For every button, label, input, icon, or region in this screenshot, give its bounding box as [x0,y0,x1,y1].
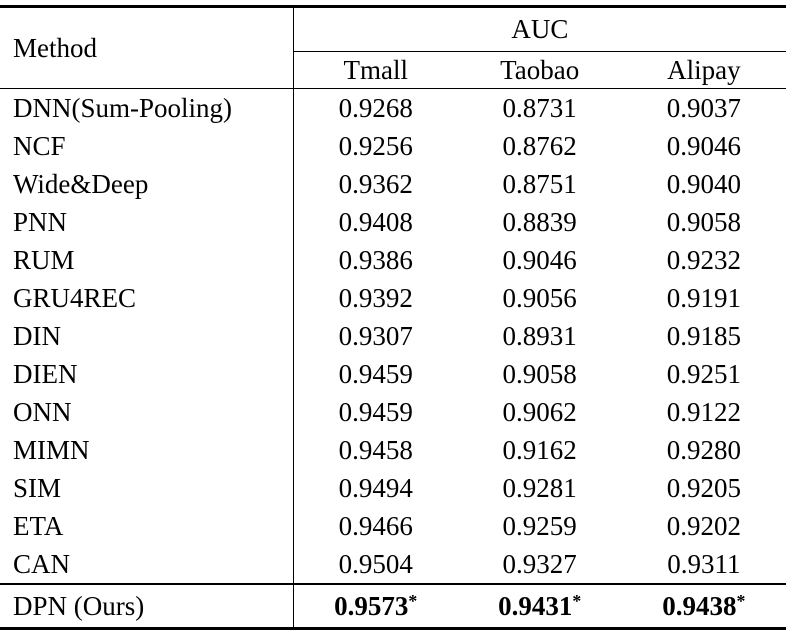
auc-taobao-cell: 0.9327 [502,548,577,579]
table-row: Wide&Deep 0.9362 0.8751 0.9040 [0,165,786,203]
auc-tmall-cell: 0.9573* [293,583,458,629]
column-header-taobao: Taobao [457,51,622,89]
table-row: GRU4REC 0.9392 0.9056 0.9191 [0,279,786,317]
auc-alipay-cell: 0.9122 [666,396,741,427]
auc-tmall-cell: 0.9268 [338,92,413,123]
auc-alipay-cell: 0.9046 [666,130,741,161]
method-cell: CAN [0,545,294,584]
table-row: MIMN 0.9458 0.9162 0.9280 [0,431,786,469]
auc-alipay-cell: 0.9232 [666,244,741,275]
auc-taobao-cell: 0.9046 [502,244,577,275]
auc-taobao-cell: 0.8931 [502,320,577,351]
auc-taobao-cell: 0.9162 [502,434,577,465]
auc-alipay-cell: 0.9191 [666,282,741,313]
auc-tmall-cell: 0.9362 [338,168,413,199]
method-cell: PNN [0,203,294,241]
best-value: 0.9573 [334,590,409,621]
method-cell: NCF [0,127,294,165]
auc-taobao-cell: 0.8751 [502,168,577,199]
table-row: DIEN 0.9459 0.9058 0.9251 [0,355,786,393]
method-cell: RUM [0,241,294,279]
table-row: ETA 0.9466 0.9259 0.9202 [0,507,786,545]
auc-alipay-cell: 0.9202 [666,510,741,541]
method-cell: DIN [0,317,294,355]
auc-alipay-cell: 0.9058 [666,206,741,237]
method-cell: Wide&Deep [0,165,294,203]
auc-taobao-cell: 0.9281 [502,472,577,503]
results-table: Method AUC Tmall Taobao Alipay DNN(Sum-P… [0,5,786,630]
method-cell: DNN(Sum-Pooling) [0,88,294,127]
auc-tmall-cell: 0.9459 [338,358,413,389]
auc-group-header: AUC [293,6,786,52]
auc-tmall-cell: 0.9494 [338,472,413,503]
auc-alipay-cell: 0.9037 [666,92,741,123]
best-value: 0.9438 [662,590,737,621]
header-columns-row: Tmall Taobao Alipay [0,51,786,89]
significance-asterisk: * [736,590,746,611]
method-cell: SIM [0,469,294,507]
table-row: SIM 0.9494 0.9281 0.9205 [0,469,786,507]
auc-alipay-cell: 0.9438* [621,583,786,629]
auc-tmall-cell: 0.9256 [338,130,413,161]
auc-tmall-cell: 0.9458 [338,434,413,465]
table-row: NCF 0.9256 0.8762 0.9046 [0,127,786,165]
auc-alipay-cell: 0.9185 [666,320,741,351]
auc-taobao-cell: 0.9431* [457,583,622,629]
header-group-row: Method AUC [0,6,786,89]
auc-taobao-cell: 0.9058 [502,358,577,389]
auc-taobao-cell: 0.9062 [502,396,577,427]
table-row: DIN 0.9307 0.8931 0.9185 [0,317,786,355]
auc-tmall-cell: 0.9307 [338,320,413,351]
table-row: ONN 0.9459 0.9062 0.9122 [0,393,786,431]
method-column-header: Method [0,6,294,89]
auc-taobao-cell: 0.9056 [502,282,577,313]
auc-alipay-cell: 0.9040 [666,168,741,199]
method-cell: DIEN [0,355,294,393]
auc-alipay-cell: 0.9251 [666,358,741,389]
table-row: DNN(Sum-Pooling) 0.9268 0.8731 0.9037 [0,88,786,127]
significance-asterisk: * [572,590,582,611]
highlight-row-dpn: DPN (Ours) 0.9573* 0.9431* 0.9438* [0,583,786,629]
auc-tmall-cell: 0.9408 [338,206,413,237]
method-cell: MIMN [0,431,294,469]
auc-tmall-cell: 0.9466 [338,510,413,541]
auc-tmall-cell: 0.9504 [338,548,413,579]
method-cell: ONN [0,393,294,431]
auc-tmall-cell: 0.9386 [338,244,413,275]
method-cell: ETA [0,507,294,545]
auc-alipay-cell: 0.9311 [667,548,741,579]
auc-taobao-cell: 0.8731 [502,92,577,123]
auc-alipay-cell: 0.9280 [666,434,741,465]
significance-asterisk: * [408,590,418,611]
table-row: PNN 0.9408 0.8839 0.9058 [0,203,786,241]
table-row: RUM 0.9386 0.9046 0.9232 [0,241,786,279]
auc-taobao-cell: 0.8839 [502,206,577,237]
auc-tmall-cell: 0.9459 [338,396,413,427]
column-header-tmall: Tmall [293,51,458,89]
auc-taobao-cell: 0.8762 [502,130,577,161]
column-header-alipay: Alipay [621,51,786,89]
table-row: CAN 0.9504 0.9327 0.9311 [0,545,786,584]
method-cell: DPN (Ours) [0,583,294,629]
method-cell: GRU4REC [0,279,294,317]
best-value: 0.9431 [498,590,573,621]
auc-tmall-cell: 0.9392 [338,282,413,313]
auc-alipay-cell: 0.9205 [666,472,741,503]
auc-taobao-cell: 0.9259 [502,510,577,541]
